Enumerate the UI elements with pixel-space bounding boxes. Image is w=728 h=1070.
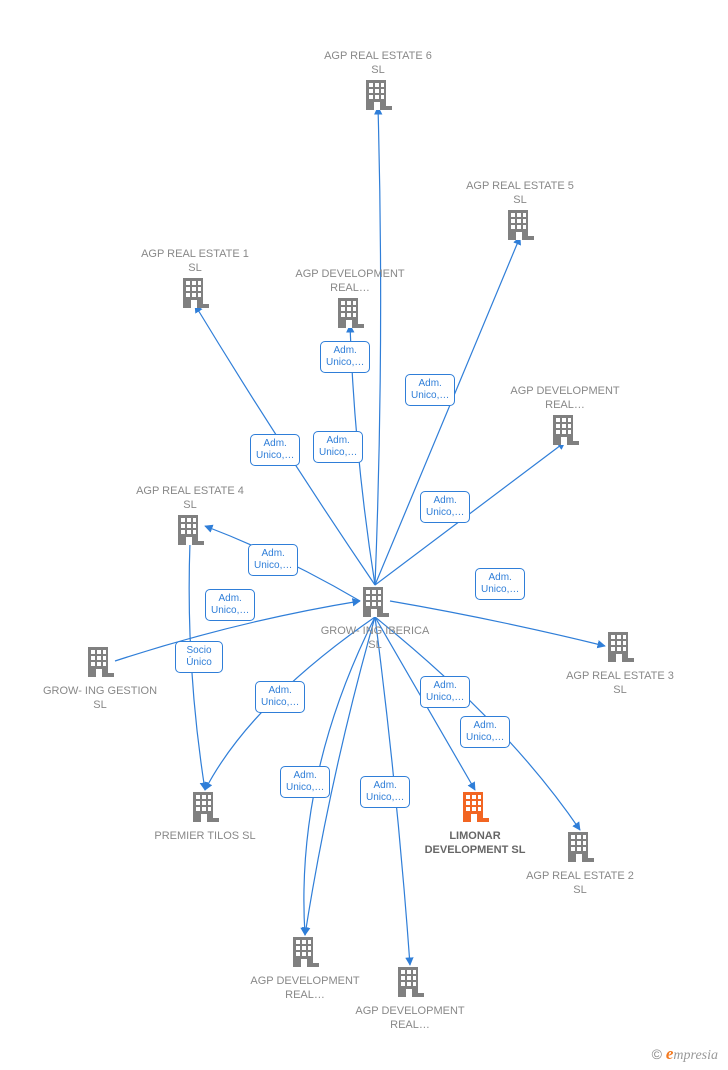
- edge: [305, 617, 375, 935]
- diagram-edges-layer: [0, 0, 728, 1070]
- edge: [375, 442, 565, 585]
- edge: [205, 526, 360, 601]
- watermark: © empresia: [652, 1044, 718, 1064]
- edge: [375, 237, 520, 585]
- edge: [375, 107, 381, 585]
- edge: [390, 601, 605, 646]
- edge: [375, 617, 580, 830]
- edge: [189, 542, 205, 790]
- edge: [350, 325, 375, 585]
- edge: [195, 305, 375, 585]
- edge: [115, 601, 360, 661]
- edge: [205, 617, 375, 790]
- edge: [304, 617, 375, 935]
- edge: [375, 617, 475, 790]
- copyright-symbol: ©: [652, 1046, 662, 1062]
- brand-logo-rest: mpresia: [673, 1048, 718, 1063]
